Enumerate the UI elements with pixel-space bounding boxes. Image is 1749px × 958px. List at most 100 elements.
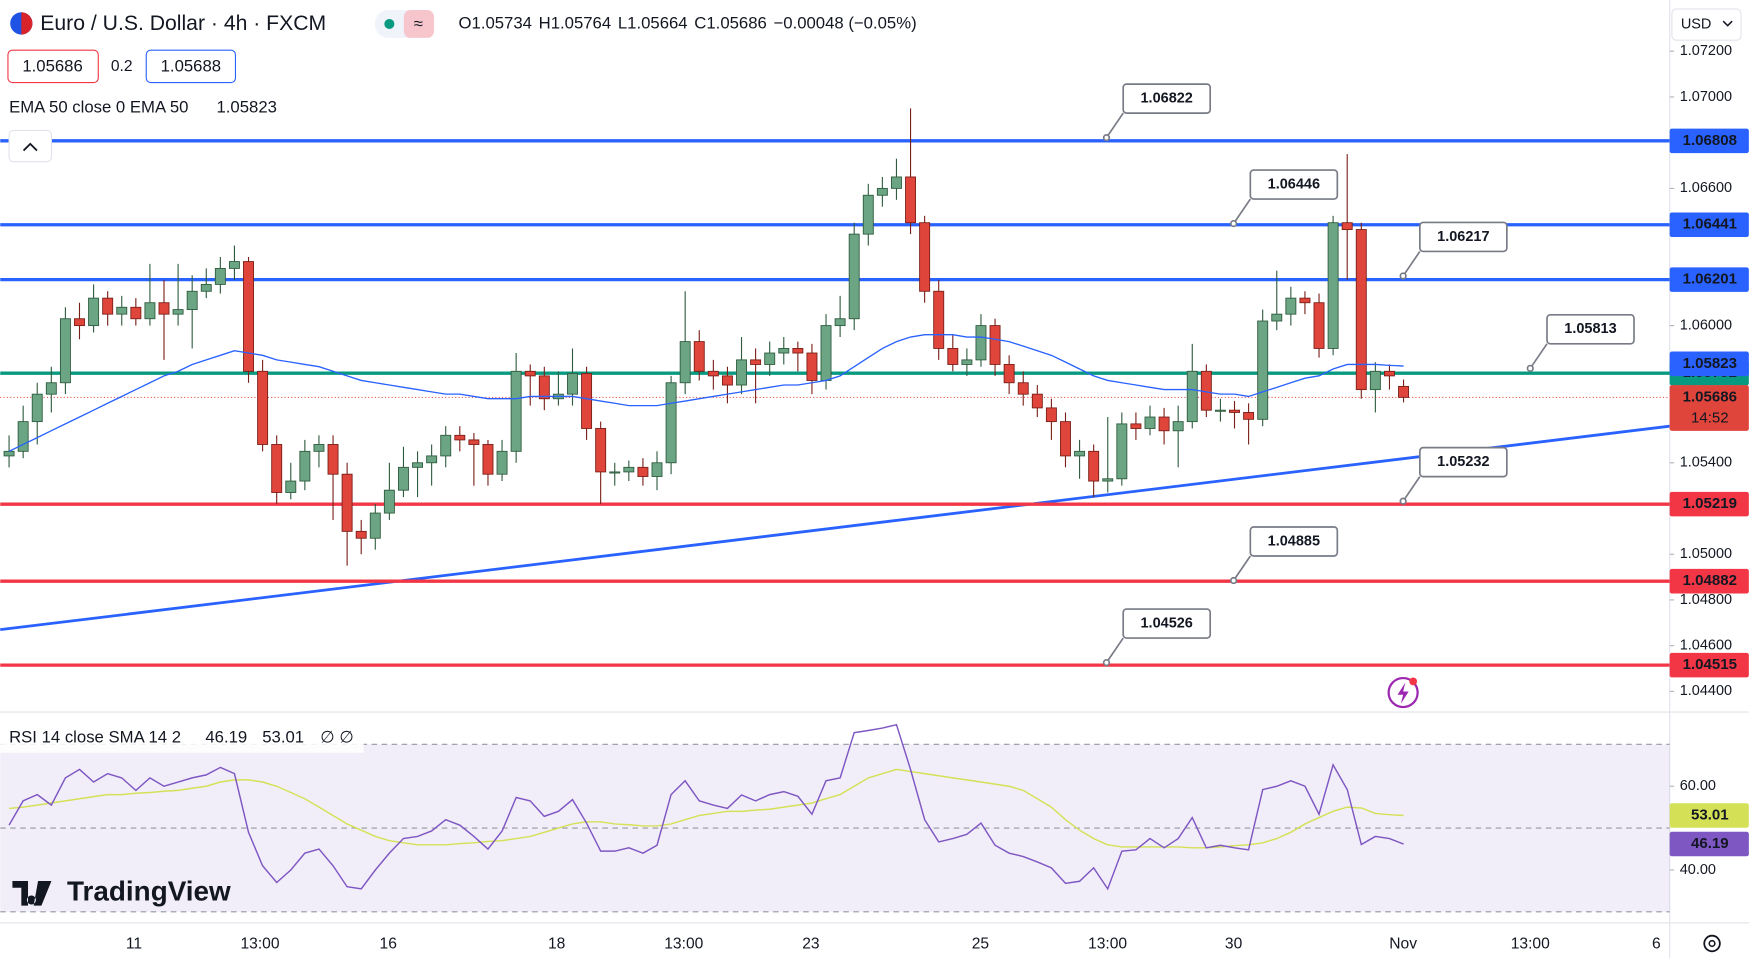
callout-anchor bbox=[1399, 497, 1407, 505]
candle-body bbox=[665, 382, 677, 464]
bid-box[interactable] bbox=[7, 49, 99, 84]
candle-body bbox=[1285, 297, 1297, 315]
callout-box bbox=[1249, 169, 1339, 200]
level-badge: 1.06808 bbox=[1683, 132, 1737, 149]
callout-anchor bbox=[1399, 272, 1407, 280]
candle-body bbox=[1327, 222, 1339, 349]
candle-body bbox=[214, 267, 226, 285]
candle-body bbox=[905, 176, 917, 224]
candle-body bbox=[1060, 421, 1071, 457]
level-badge-bg bbox=[1669, 267, 1749, 292]
candle-body bbox=[764, 352, 776, 365]
ema-legend-name: EMA 50 close 0 EMA 50 bbox=[9, 98, 188, 117]
rsi-tick-label: 60.00 bbox=[1680, 778, 1716, 794]
candle-body bbox=[243, 261, 254, 372]
level-badge: 1.06441 bbox=[1683, 216, 1737, 233]
status-pill-alt bbox=[403, 10, 434, 38]
level-badge-bg bbox=[1669, 128, 1749, 154]
callout-leader bbox=[1402, 476, 1421, 502]
candle-body bbox=[271, 444, 283, 493]
x-tick-label: 23 bbox=[802, 936, 819, 953]
callout-label: 1.04526 bbox=[1141, 615, 1193, 631]
x-tick-label: 16 bbox=[380, 936, 397, 953]
candle-body bbox=[1045, 407, 1057, 423]
candle-body bbox=[200, 283, 212, 292]
symbol-title: Euro / U.S. Dollar · 4h · FXCM bbox=[40, 12, 326, 35]
rsi-legend-name: RSI 14 close SMA 14 2 bbox=[9, 728, 181, 747]
level-badge-bg bbox=[1669, 212, 1749, 238]
rsi-legend-extra: ∅ ∅ bbox=[320, 728, 354, 747]
candle-body bbox=[383, 489, 395, 514]
candle-body bbox=[1243, 412, 1255, 420]
rsi-legend-value: 46.19 bbox=[205, 728, 247, 747]
candle-body bbox=[567, 373, 578, 395]
brand-name: TradingView bbox=[67, 876, 231, 907]
settings-hub bbox=[1708, 939, 1716, 948]
candle-body bbox=[778, 348, 790, 354]
candle-body bbox=[820, 325, 832, 381]
candle-body bbox=[975, 325, 987, 361]
candle-body bbox=[59, 318, 71, 384]
candle-body bbox=[257, 370, 269, 445]
candle-body bbox=[31, 393, 43, 423]
level-badge: 1.04515 bbox=[1683, 656, 1737, 673]
candle-body bbox=[482, 444, 494, 475]
candle-body bbox=[299, 450, 311, 482]
candle-body bbox=[1074, 450, 1086, 457]
candle-body bbox=[1130, 423, 1142, 429]
x-tick-label: Nov bbox=[1389, 936, 1417, 953]
candle-body bbox=[1003, 364, 1015, 384]
alert-icon[interactable] bbox=[1387, 676, 1419, 709]
ask-box[interactable] bbox=[145, 49, 237, 84]
y-tick-label: 1.04800 bbox=[1680, 592, 1732, 608]
ohlc-value: 1.05686 bbox=[706, 14, 766, 33]
candle-body bbox=[792, 348, 804, 354]
callout-anchor bbox=[1229, 576, 1238, 585]
candle-body bbox=[933, 290, 945, 349]
ohlc-values: O1.05734 H1.05764 L1.05664 C1.05686 −0.00048… bbox=[459, 14, 917, 33]
candle-body bbox=[510, 370, 522, 452]
level-badge: 1.05219 bbox=[1683, 495, 1737, 512]
sma-badge-bg bbox=[1669, 803, 1749, 828]
x-tick-label: 11 bbox=[126, 936, 142, 953]
collapse-button[interactable] bbox=[8, 129, 53, 163]
candle-body bbox=[876, 187, 888, 196]
bid-price: 1.05686 bbox=[22, 56, 82, 75]
settings-button[interactable] bbox=[1703, 934, 1721, 953]
status-dot bbox=[384, 18, 395, 29]
callout-box bbox=[1122, 608, 1212, 639]
candle-body bbox=[285, 480, 297, 493]
callout-leader bbox=[1105, 112, 1124, 139]
level-badge-bg bbox=[1669, 491, 1749, 517]
x-tick-label: 30 bbox=[1225, 936, 1243, 953]
candle-body bbox=[144, 302, 156, 320]
candle-body bbox=[609, 471, 621, 474]
currency-select[interactable] bbox=[1671, 8, 1742, 41]
currency-label: USD bbox=[1681, 16, 1712, 32]
x-tick-label: 25 bbox=[972, 936, 990, 953]
ask-price: 1.05688 bbox=[161, 56, 221, 75]
alert-bolt bbox=[1397, 682, 1409, 704]
candle-body bbox=[1144, 416, 1156, 429]
ema-line bbox=[8, 334, 1404, 452]
x-tick-label: 18 bbox=[548, 936, 565, 953]
rsi-line bbox=[8, 723, 1404, 891]
collapse-chevron bbox=[22, 142, 38, 152]
x-tick-label: 13:00 bbox=[1511, 936, 1550, 953]
candle-body bbox=[355, 530, 367, 539]
candle-body bbox=[1186, 370, 1198, 423]
candle-body bbox=[1383, 370, 1395, 377]
callout-box bbox=[1122, 83, 1212, 114]
callout-leader bbox=[1232, 555, 1252, 581]
candle-body bbox=[1214, 409, 1226, 412]
candle-body bbox=[862, 194, 874, 235]
callout-box bbox=[1419, 221, 1508, 253]
price-pane bbox=[0, 108, 1670, 667]
candle-body bbox=[623, 466, 635, 473]
y-tick-label: 1.06000 bbox=[1680, 317, 1732, 333]
candle-body bbox=[524, 370, 536, 377]
candle-body bbox=[989, 325, 1001, 365]
ema-legend-value: 1.05823 bbox=[217, 98, 277, 117]
y-tick-label: 1.04400 bbox=[1680, 683, 1732, 699]
